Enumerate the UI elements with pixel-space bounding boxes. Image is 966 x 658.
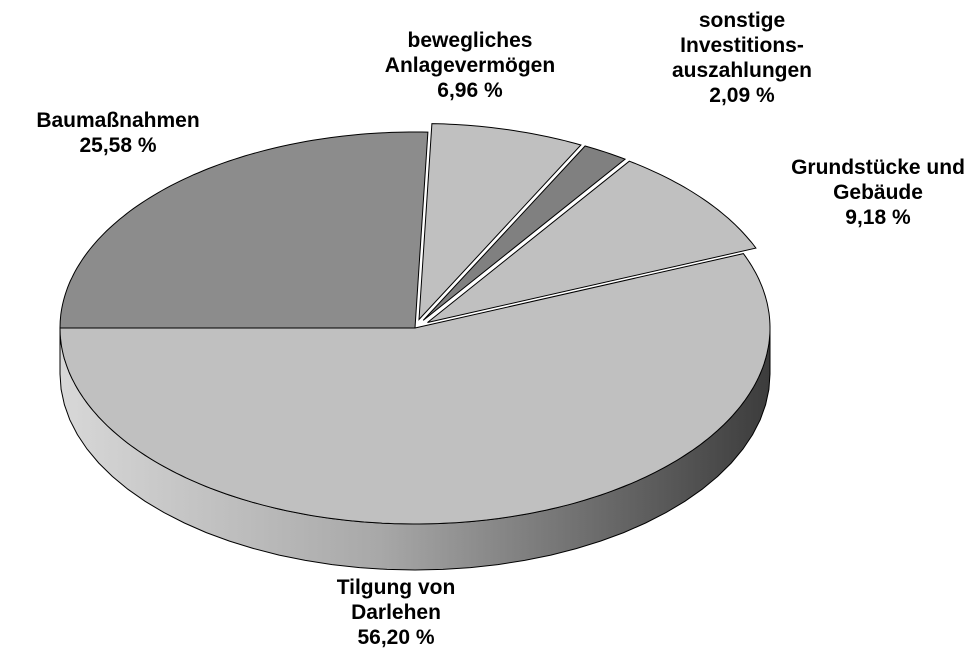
slice-label: Grundstücke und Gebäude 9,18 % [788, 155, 966, 230]
category-label: sonstige Investitions-auszahlungen [671, 9, 813, 82]
value-label: 6,96 % [437, 79, 503, 102]
category-label: bewegliches Anlagevermögen [384, 29, 556, 77]
value-label: 2,09 % [709, 84, 775, 107]
slice [59, 253, 771, 525]
slice-label: sonstige Investitions-auszahlungen 2,09 % [662, 8, 822, 108]
slice-label: bewegliches Anlagevermögen 6,96 % [370, 28, 570, 103]
slice [59, 131, 429, 329]
category-label: Baumaßnahmen [36, 109, 200, 132]
slice-label: Baumaßnahmen 25,58 % [0, 108, 253, 158]
slice-label: Tilgung von Darlehen 56,20 % [311, 575, 481, 650]
category-label: Grundstücke und Gebäude [791, 156, 965, 204]
value-label: 9,18 % [845, 206, 911, 229]
slice [422, 145, 627, 321]
slice [427, 160, 757, 323]
value-label: 56,20 % [357, 626, 435, 649]
category-label: Tilgung von Darlehen [336, 576, 456, 624]
slice [418, 123, 582, 321]
value-label: 25,58 % [79, 134, 157, 157]
